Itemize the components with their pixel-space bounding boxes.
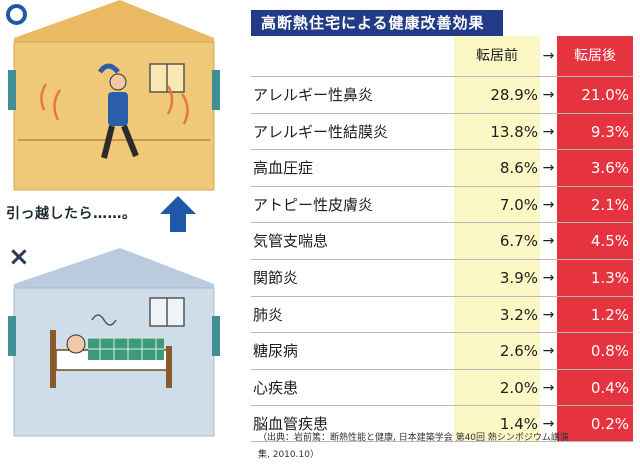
table-row: アトピー性皮膚炎 7.0% → 2.1% [251,185,633,223]
warm-house-icon [8,0,220,191]
row-arrow: → [542,269,555,286]
disease-name: 高血圧症 [253,159,314,178]
table-row: 高血圧症 8.6% → 3.6% [251,149,633,186]
header-before: 転居前 [476,48,518,64]
row-arrow: → [542,123,555,140]
disease-name: 糖尿病 [253,342,299,361]
table-row: アレルギー性鼻炎 28.9% → 21.0% [251,76,633,113]
disease-name: アレルギー性結膜炎 [253,122,389,141]
disease-name: アトピー性皮膚炎 [253,195,374,214]
houses-illustration [8,0,220,437]
source-line-1: （出典：岩前篤：断熱性能と健康, 日本建築学会 第40回 熱シンポジウム講演 [258,433,569,443]
after-value: 0.2% [590,415,629,434]
row-arrow: → [542,233,555,250]
table-rows: アレルギー性鼻炎 28.9% → 21.0% アレルギー性結膜炎 13.8% →… [251,76,633,442]
table-row: 脳血管疾患 1.4% → 0.2% [251,405,633,442]
arrow-up-icon [160,196,196,232]
before-value: 28.9% [490,86,538,104]
row-arrow: → [542,160,555,177]
disease-name: 心疾患 [253,378,299,397]
source-note: （出典：岩前篤：断熱性能と健康, 日本建築学会 第40回 熱シンポジウム講演 集… [258,430,638,464]
before-value: 8.6% [499,159,538,178]
before-value: 3.9% [499,268,538,287]
disease-name: 肺炎 [253,305,284,324]
row-arrow: → [542,343,555,360]
table-row: 心疾患 2.0% → 0.4% [251,368,633,406]
disease-name: 脳血管疾患 [253,415,329,434]
after-value: 3.6% [590,159,629,178]
move-caption: 引っ越したら……。 [6,206,137,222]
circle-icon [6,4,27,25]
before-value: 13.8% [490,122,538,141]
before-value: 7.0% [499,195,538,214]
table-row: 気管支喘息 6.7% → 4.5% [251,222,633,259]
row-arrow: → [542,379,555,396]
disease-name: 関節炎 [253,268,299,287]
before-column-bg [454,36,540,442]
illustration: × 引っ越したら……。 [0,0,240,466]
disease-name: 気管支喘息 [253,232,329,251]
before-value: 6.7% [499,232,538,251]
health-table-panel: 高断熱住宅による健康改善効果 転居前 → 転居後 アレルギー性鼻炎 28.9% … [251,10,633,442]
source-line-2: 集, 2010.10） [258,450,319,460]
header-arrow: → [542,48,555,64]
header-after: 転居後 [574,48,616,64]
before-value: 2.0% [499,378,538,397]
table-row: 肺炎 3.2% → 1.2% [251,295,633,333]
row-arrow: → [542,196,555,213]
after-value: 1.3% [590,268,629,287]
table-row: 糖尿病 2.6% → 0.8% [251,332,633,369]
table-row: 関節炎 3.9% → 1.3% [251,258,633,296]
row-arrow: → [542,306,555,323]
health-table: 転居前 → 転居後 アレルギー性鼻炎 28.9% → 21.0% アレルギー性結… [251,36,633,442]
after-value: 4.5% [590,232,629,251]
before-value: 2.6% [499,342,538,361]
after-value: 0.4% [590,378,629,397]
after-value: 0.8% [590,342,629,361]
after-value: 1.2% [590,305,629,324]
after-value: 21.0% [581,86,629,104]
after-value: 2.1% [590,195,629,214]
table-row: アレルギー性結膜炎 13.8% → 9.3% [251,112,633,150]
before-value: 1.4% [499,415,538,434]
row-arrow: → [542,416,555,433]
table-title: 高断熱住宅による健康改善効果 [251,10,503,36]
cross-icon: × [8,242,30,272]
after-column-bg [557,36,633,442]
before-value: 3.2% [499,305,538,324]
disease-name: アレルギー性鼻炎 [253,86,374,104]
after-value: 9.3% [590,122,629,141]
row-arrow: → [542,87,555,103]
cold-house-icon [8,248,220,437]
